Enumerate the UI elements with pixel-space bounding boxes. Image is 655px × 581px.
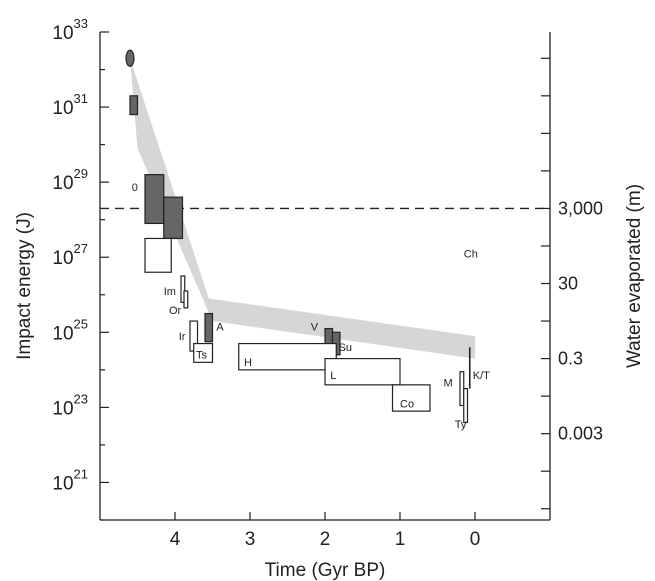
event-label-k-t: K/T <box>473 370 490 382</box>
event-co <box>391 384 431 412</box>
event-label-h: H <box>244 357 252 369</box>
y-tick-label: 1027 <box>52 241 88 269</box>
y-tick-label: 1033 <box>52 16 88 44</box>
x-tick-label: 1 <box>395 529 406 550</box>
y2-axis-title: Water evaporated (m) <box>624 184 645 368</box>
event-label-ch: Ch <box>464 248 478 260</box>
event-ty <box>463 388 469 424</box>
event-marker-1 <box>129 95 139 116</box>
event-label-a: A <box>216 321 224 333</box>
event-label-co: Co <box>400 398 414 410</box>
y-tick-label: 1023 <box>52 391 88 419</box>
event-h <box>238 342 337 371</box>
event-label-su: Su <box>339 342 352 354</box>
event-label-v: V <box>311 321 319 333</box>
event-im <box>180 275 186 303</box>
x-axis-title: Time (Gyr BP) <box>265 560 386 581</box>
y-tick-label: 1029 <box>52 166 88 194</box>
event-label-im: Im <box>164 286 176 298</box>
axes-layer <box>99 31 551 521</box>
event-l <box>324 357 401 386</box>
event-marker-4 <box>163 196 184 240</box>
x-tick-label: 2 <box>320 529 331 550</box>
event-label-0: 0 <box>132 182 138 194</box>
y-tick-label: 1025 <box>52 316 88 344</box>
x-tick-label: 0 <box>470 529 481 550</box>
event-a <box>204 312 214 343</box>
event-marker-3 <box>144 174 165 225</box>
event-label-or: Or <box>169 305 182 317</box>
y2-tick-label: 0.003 <box>558 424 603 444</box>
event-marker-5 <box>144 237 172 273</box>
text-layer: 10331031102910271025102310213,000300.30.… <box>14 16 645 581</box>
event-label-ty: Ty <box>455 419 467 431</box>
event-label-l: L <box>330 370 336 382</box>
x-tick-label: 4 <box>170 529 181 550</box>
y2-tick-label: 0.3 <box>558 349 583 369</box>
y-tick-label: 1021 <box>52 466 88 494</box>
event-label-m: M <box>444 378 453 390</box>
event-ts <box>193 342 214 363</box>
events-layer <box>125 49 471 424</box>
y2-tick-label: 3,000 <box>558 198 603 218</box>
event-label-ir: Ir <box>179 331 186 343</box>
y-axis-title: Impact energy (J) <box>14 212 35 360</box>
event-or <box>183 290 189 309</box>
event-label-ts: Ts <box>196 350 208 362</box>
y-tick-label: 1031 <box>52 91 88 119</box>
y2-tick-label: 30 <box>558 274 578 294</box>
x-tick-label: 3 <box>245 529 256 550</box>
event-marker-0 <box>125 49 135 67</box>
